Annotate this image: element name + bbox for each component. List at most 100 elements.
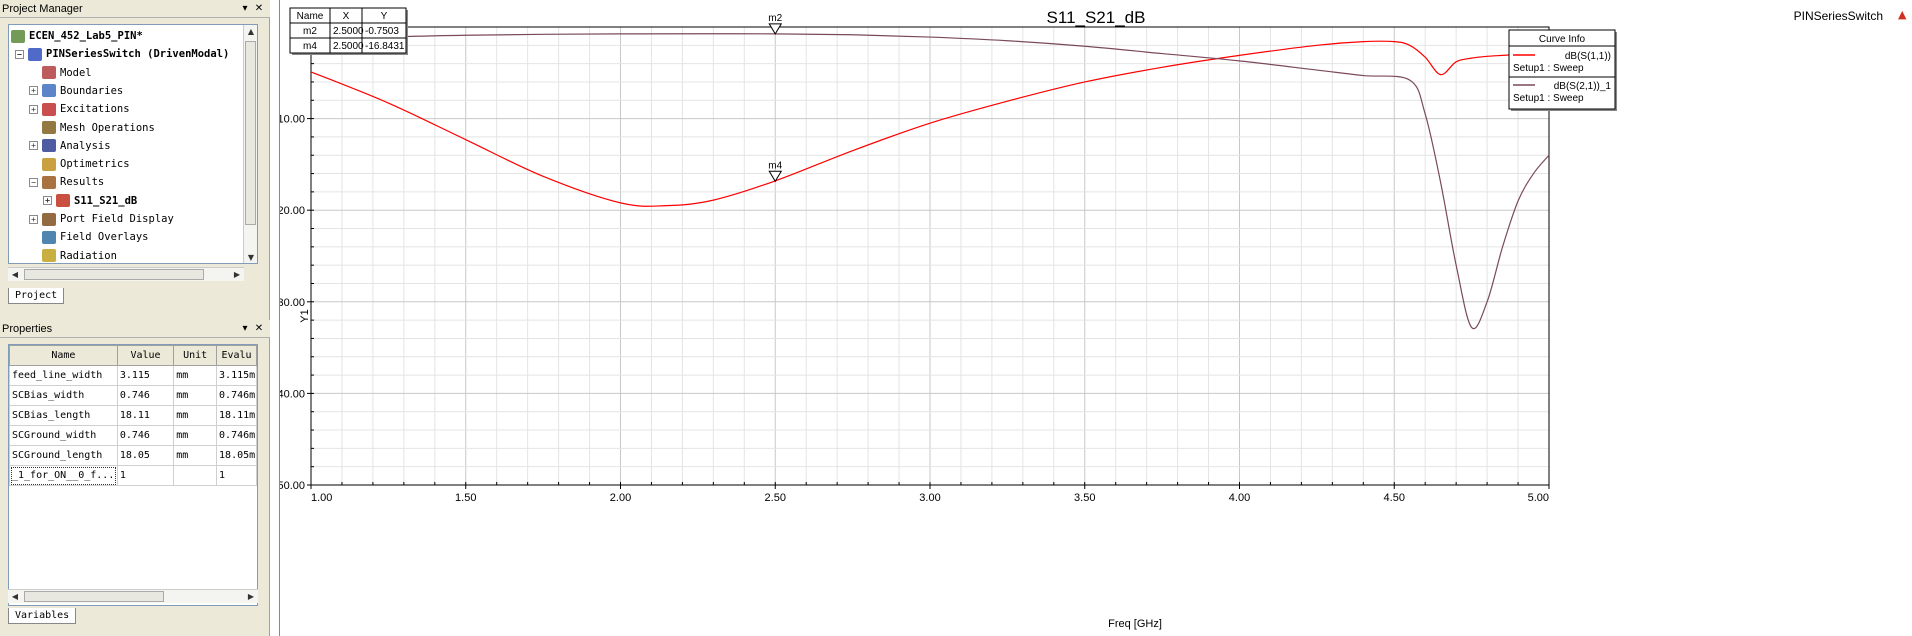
marker-m4[interactable] [768, 170, 783, 183]
table-row[interactable]: SCGround_width 0.746 mm 0.746m [9, 425, 257, 446]
property-name[interactable]: feed_line_width [9, 365, 118, 386]
property-evaluated[interactable]: 3.115m [216, 365, 257, 386]
property-value[interactable]: 3.115 [116, 365, 175, 386]
property-evaluated[interactable]: 18.11m [216, 405, 257, 426]
property-name[interactable]: SCGround_length [9, 445, 118, 466]
column-header-evaluated[interactable]: Evalu [216, 345, 257, 366]
property-value[interactable]: 0.746 [116, 425, 175, 446]
properties-grid: Name Value Unit Evalu feed_line_width 3.1… [8, 344, 258, 606]
tree-horizontal-scrollbar[interactable]: ◀ ▶ [8, 267, 244, 281]
close-icon[interactable]: ✕ [254, 3, 264, 14]
table-row[interactable]: SCBias_length 18.11 mm 18.11m [9, 405, 257, 426]
property-unit[interactable]: mm [173, 445, 218, 466]
property-unit[interactable]: mm [173, 425, 218, 446]
x-tick-label: 4.50 [1384, 492, 1405, 504]
tab-variables[interactable]: Variables [8, 608, 77, 624]
marker-table-header: X [343, 11, 350, 22]
tree-item[interactable]: −ECEN_452_Lab5_PIN* [11, 27, 143, 45]
column-header-unit[interactable]: Unit [173, 345, 218, 366]
tree-item-label: Optimetrics [60, 158, 130, 171]
property-unit[interactable]: mm [173, 405, 218, 426]
property-value[interactable]: 1 [116, 465, 175, 486]
close-icon[interactable]: ✕ [254, 323, 264, 334]
scroll-down-icon[interactable]: ▼ [247, 253, 255, 262]
scroll-right-icon[interactable]: ▶ [247, 592, 255, 601]
column-header-value[interactable]: Value [116, 345, 175, 366]
tree-item[interactable]: Field Overlays [29, 228, 149, 246]
scrollbar-thumb[interactable] [245, 41, 256, 225]
expand-icon[interactable] [29, 68, 38, 77]
table-row[interactable]: _1_for_ON__0_f... 1 1 [9, 465, 257, 486]
property-unit[interactable]: mm [173, 365, 218, 386]
property-name[interactable]: SCBias_length [9, 405, 118, 426]
collapse-icon[interactable]: − [15, 49, 24, 59]
marker-table[interactable]: Name m2 m4 X 2.5000 2.5000 Y -0.7503 -16.8431 [289, 7, 408, 55]
expand-icon[interactable] [29, 233, 38, 242]
property-unit[interactable] [173, 465, 218, 486]
s11-s21-chart[interactable]: -10.00 -20.00 -30.00 -40.00 -50.00 1.00 1.50 2.… [280, 0, 1912, 636]
tab-project[interactable]: Project [8, 288, 65, 304]
chart-title: S11_S21_dB [1047, 8, 1146, 27]
expand-icon[interactable]: + [29, 104, 38, 114]
x-tick-label: 1.50 [455, 492, 476, 504]
x-tick-label: 2.50 [765, 492, 786, 504]
property-name[interactable]: SCGround_width [9, 425, 118, 446]
table-row[interactable]: SCBias_width 0.746 mm 0.746m [9, 385, 257, 406]
scroll-up-icon[interactable]: ▲ [247, 27, 255, 36]
expand-icon[interactable] [29, 251, 38, 260]
chart-grid [310, 26, 1550, 486]
series-line-2[interactable] [310, 33, 1550, 330]
tree-item-label: Analysis [60, 139, 111, 152]
tree-item[interactable]: − Results [29, 173, 104, 191]
scroll-left-icon[interactable]: ◀ [11, 592, 19, 601]
expand-icon[interactable]: + [29, 141, 38, 151]
left-dock: Project Manager ▾✕ −ECEN_452_Lab5_PIN*−P… [0, 0, 270, 636]
property-value[interactable]: 18.05 [116, 445, 175, 466]
scroll-left-icon[interactable]: ◀ [11, 270, 19, 279]
expand-icon[interactable] [29, 160, 38, 169]
tree-item[interactable]: + Excitations [29, 100, 130, 118]
property-evaluated[interactable]: 18.05m [216, 445, 257, 466]
property-evaluated[interactable]: 0.746m [216, 385, 257, 406]
tree-item[interactable]: + Port Field Display [29, 210, 174, 228]
tree-item[interactable]: − PINSeriesSwitch (DrivenModal) [15, 45, 229, 63]
marker-table-header: Y [381, 11, 388, 22]
properties-horizontal-scrollbar[interactable]: ◀ ▶ [8, 589, 258, 603]
column-header-name[interactable]: Name [9, 345, 118, 366]
marker-table-cell: -16.8431 [365, 41, 405, 52]
property-evaluated[interactable]: 0.746m [216, 425, 257, 446]
series-line-1[interactable] [310, 40, 1550, 207]
property-value[interactable]: 18.11 [116, 405, 175, 426]
expand-icon[interactable] [29, 123, 38, 132]
expand-icon[interactable]: + [29, 86, 38, 96]
y-tick-label: -50.00 [280, 480, 305, 492]
report-plot-window[interactable]: -10.00 -20.00 -30.00 -40.00 -50.00 1.00 1.50 2.… [279, 0, 1912, 636]
property-name[interactable]: _1_for_ON__0_f... [9, 465, 118, 486]
marker-table-cell: m2 [303, 26, 317, 37]
property-value[interactable]: 0.746 [116, 385, 175, 406]
tree-item[interactable]: Mesh Operations [29, 119, 155, 137]
tree-vertical-scrollbar[interactable]: ▲ ▼ [243, 25, 257, 263]
property-evaluated[interactable]: 1 [216, 465, 257, 486]
expand-icon[interactable]: + [43, 196, 52, 206]
scrollbar-thumb[interactable] [24, 269, 204, 280]
table-row[interactable]: feed_line_width 3.115 mm 3.115m [9, 365, 257, 386]
tree-item[interactable]: Model [29, 64, 92, 82]
pin-icon[interactable]: ▾ [242, 323, 248, 334]
property-name[interactable]: SCBias_width [9, 385, 118, 406]
marker-m2[interactable] [768, 23, 783, 35]
scroll-right-icon[interactable]: ▶ [233, 270, 241, 279]
tree-item[interactable]: + Boundaries [29, 82, 123, 100]
expand-icon[interactable]: + [29, 214, 38, 224]
tree-item[interactable]: Optimetrics [29, 155, 130, 173]
tree-item[interactable]: + Analysis [29, 137, 111, 155]
tree-item[interactable]: Radiation [29, 247, 117, 263]
collapse-icon[interactable]: − [29, 177, 38, 187]
y-tick-label: -30.00 [280, 297, 305, 309]
tree-item[interactable]: + S11_S21_dB [43, 192, 137, 210]
table-row[interactable]: SCGround_length 18.05 mm 18.05m [9, 445, 257, 466]
scrollbar-thumb[interactable] [24, 591, 164, 602]
pin-icon[interactable]: ▾ [242, 3, 248, 14]
property-unit[interactable]: mm [173, 385, 218, 406]
